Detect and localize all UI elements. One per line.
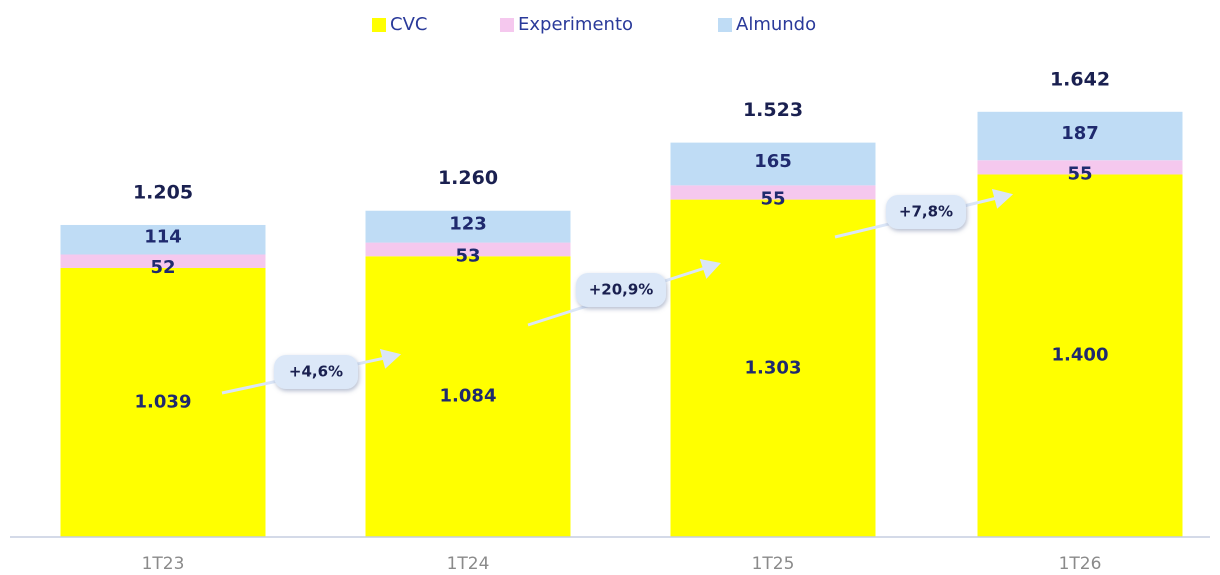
- bars: [60, 111, 1183, 537]
- bar-segment: [365, 210, 571, 243]
- data-label: 1.084: [440, 386, 497, 407]
- bar-segment: [60, 267, 266, 537]
- total-label: 1.523: [743, 99, 803, 121]
- growth-pills: +4,6% +20,9% +7,8%: [274, 195, 966, 389]
- total-label: 1.642: [1050, 68, 1110, 90]
- total-label: 1.205: [133, 181, 193, 203]
- pill: [886, 195, 966, 229]
- data-label: 55: [760, 188, 785, 209]
- growth-label: +20,9%: [589, 281, 654, 299]
- bar-segment: [977, 111, 1183, 161]
- data-label: 53: [455, 245, 480, 266]
- data-label: 114: [144, 227, 182, 248]
- total-label: 1.260: [438, 167, 498, 189]
- bar-segment: [670, 199, 876, 537]
- bar-segment: [670, 142, 876, 186]
- x-tick-label: 1T24: [447, 554, 490, 574]
- legend-swatch: [718, 18, 732, 32]
- bar-segment: [670, 185, 876, 200]
- x-tick-label: 1T26: [1059, 554, 1102, 574]
- pill: [274, 355, 358, 389]
- x-tick-label: 1T25: [752, 554, 795, 574]
- bar-segment: [977, 174, 1183, 537]
- data-label: 1.303: [745, 357, 802, 378]
- data-label: 55: [1067, 163, 1092, 184]
- arrow-head: [379, 348, 402, 369]
- data-label: 123: [449, 214, 487, 235]
- pill: [576, 273, 666, 307]
- data-label: 165: [754, 151, 792, 172]
- legend-swatch: [500, 18, 514, 32]
- growth-label: +7,8%: [899, 203, 953, 221]
- bar-segment: [977, 160, 1183, 175]
- x-tick-label: 1T23: [142, 554, 185, 574]
- data-label: 187: [1061, 123, 1099, 144]
- arrow-head: [991, 188, 1014, 209]
- data-label: 52: [150, 257, 175, 278]
- bar-segment: [365, 242, 571, 257]
- legend-label: CVC: [390, 14, 427, 35]
- data-label: 1.039: [135, 391, 192, 412]
- bar-segment: [60, 224, 266, 255]
- legend-label: Experimento: [518, 14, 633, 35]
- bar-segment: [60, 254, 266, 268]
- data-label: 1.400: [1052, 345, 1109, 366]
- bar-segment: [365, 256, 571, 537]
- growth-label: +4,6%: [289, 363, 343, 381]
- legend-swatch: [372, 18, 386, 32]
- legend-label: Almundo: [736, 14, 816, 35]
- arrow-head: [699, 259, 721, 279]
